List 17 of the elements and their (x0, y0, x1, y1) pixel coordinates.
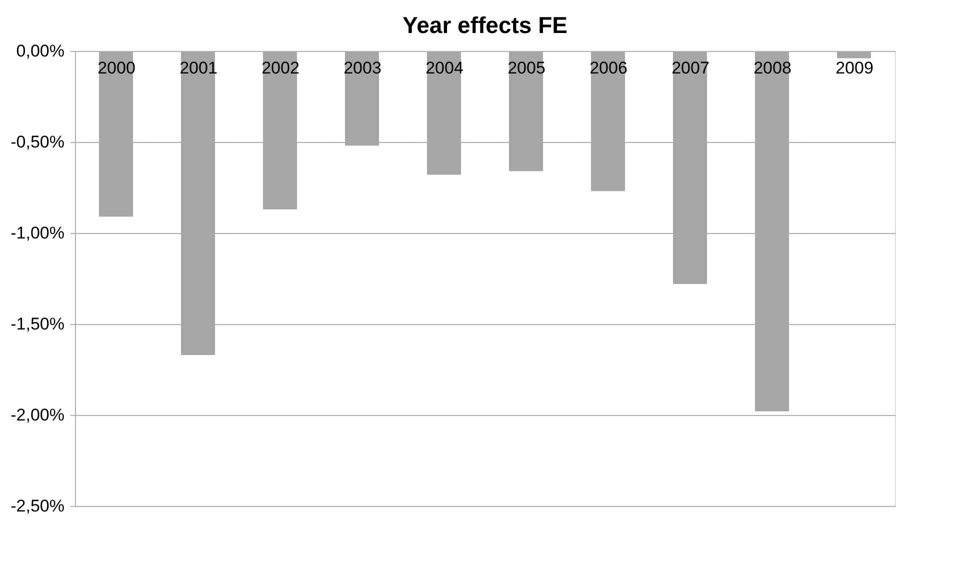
x-tick-label: 2002 (262, 58, 300, 78)
x-tick-label: 2004 (426, 58, 464, 78)
x-tick-label: 2006 (590, 58, 628, 78)
y-tick-label: 0,00% (16, 42, 64, 60)
x-tick-label: 2007 (672, 58, 710, 78)
y-tick-label: -1,00% (10, 224, 64, 242)
y-tick-label: -0,50% (10, 132, 64, 152)
x-tick-label: 2003 (344, 58, 382, 78)
x-tick-label: 2009 (836, 58, 874, 78)
chart-title: Year effects FE (402, 12, 568, 38)
x-tick-label: 2001 (180, 58, 218, 78)
x-tick-label: 2008 (754, 58, 792, 78)
y-tick-label: -2,00% (10, 406, 64, 424)
y-tick-label: -2,50% (10, 496, 64, 516)
x-tick-label: 2005 (508, 58, 546, 78)
x-tick-label: 2000 (98, 58, 136, 78)
y-tick-label: -1,50% (10, 314, 64, 334)
